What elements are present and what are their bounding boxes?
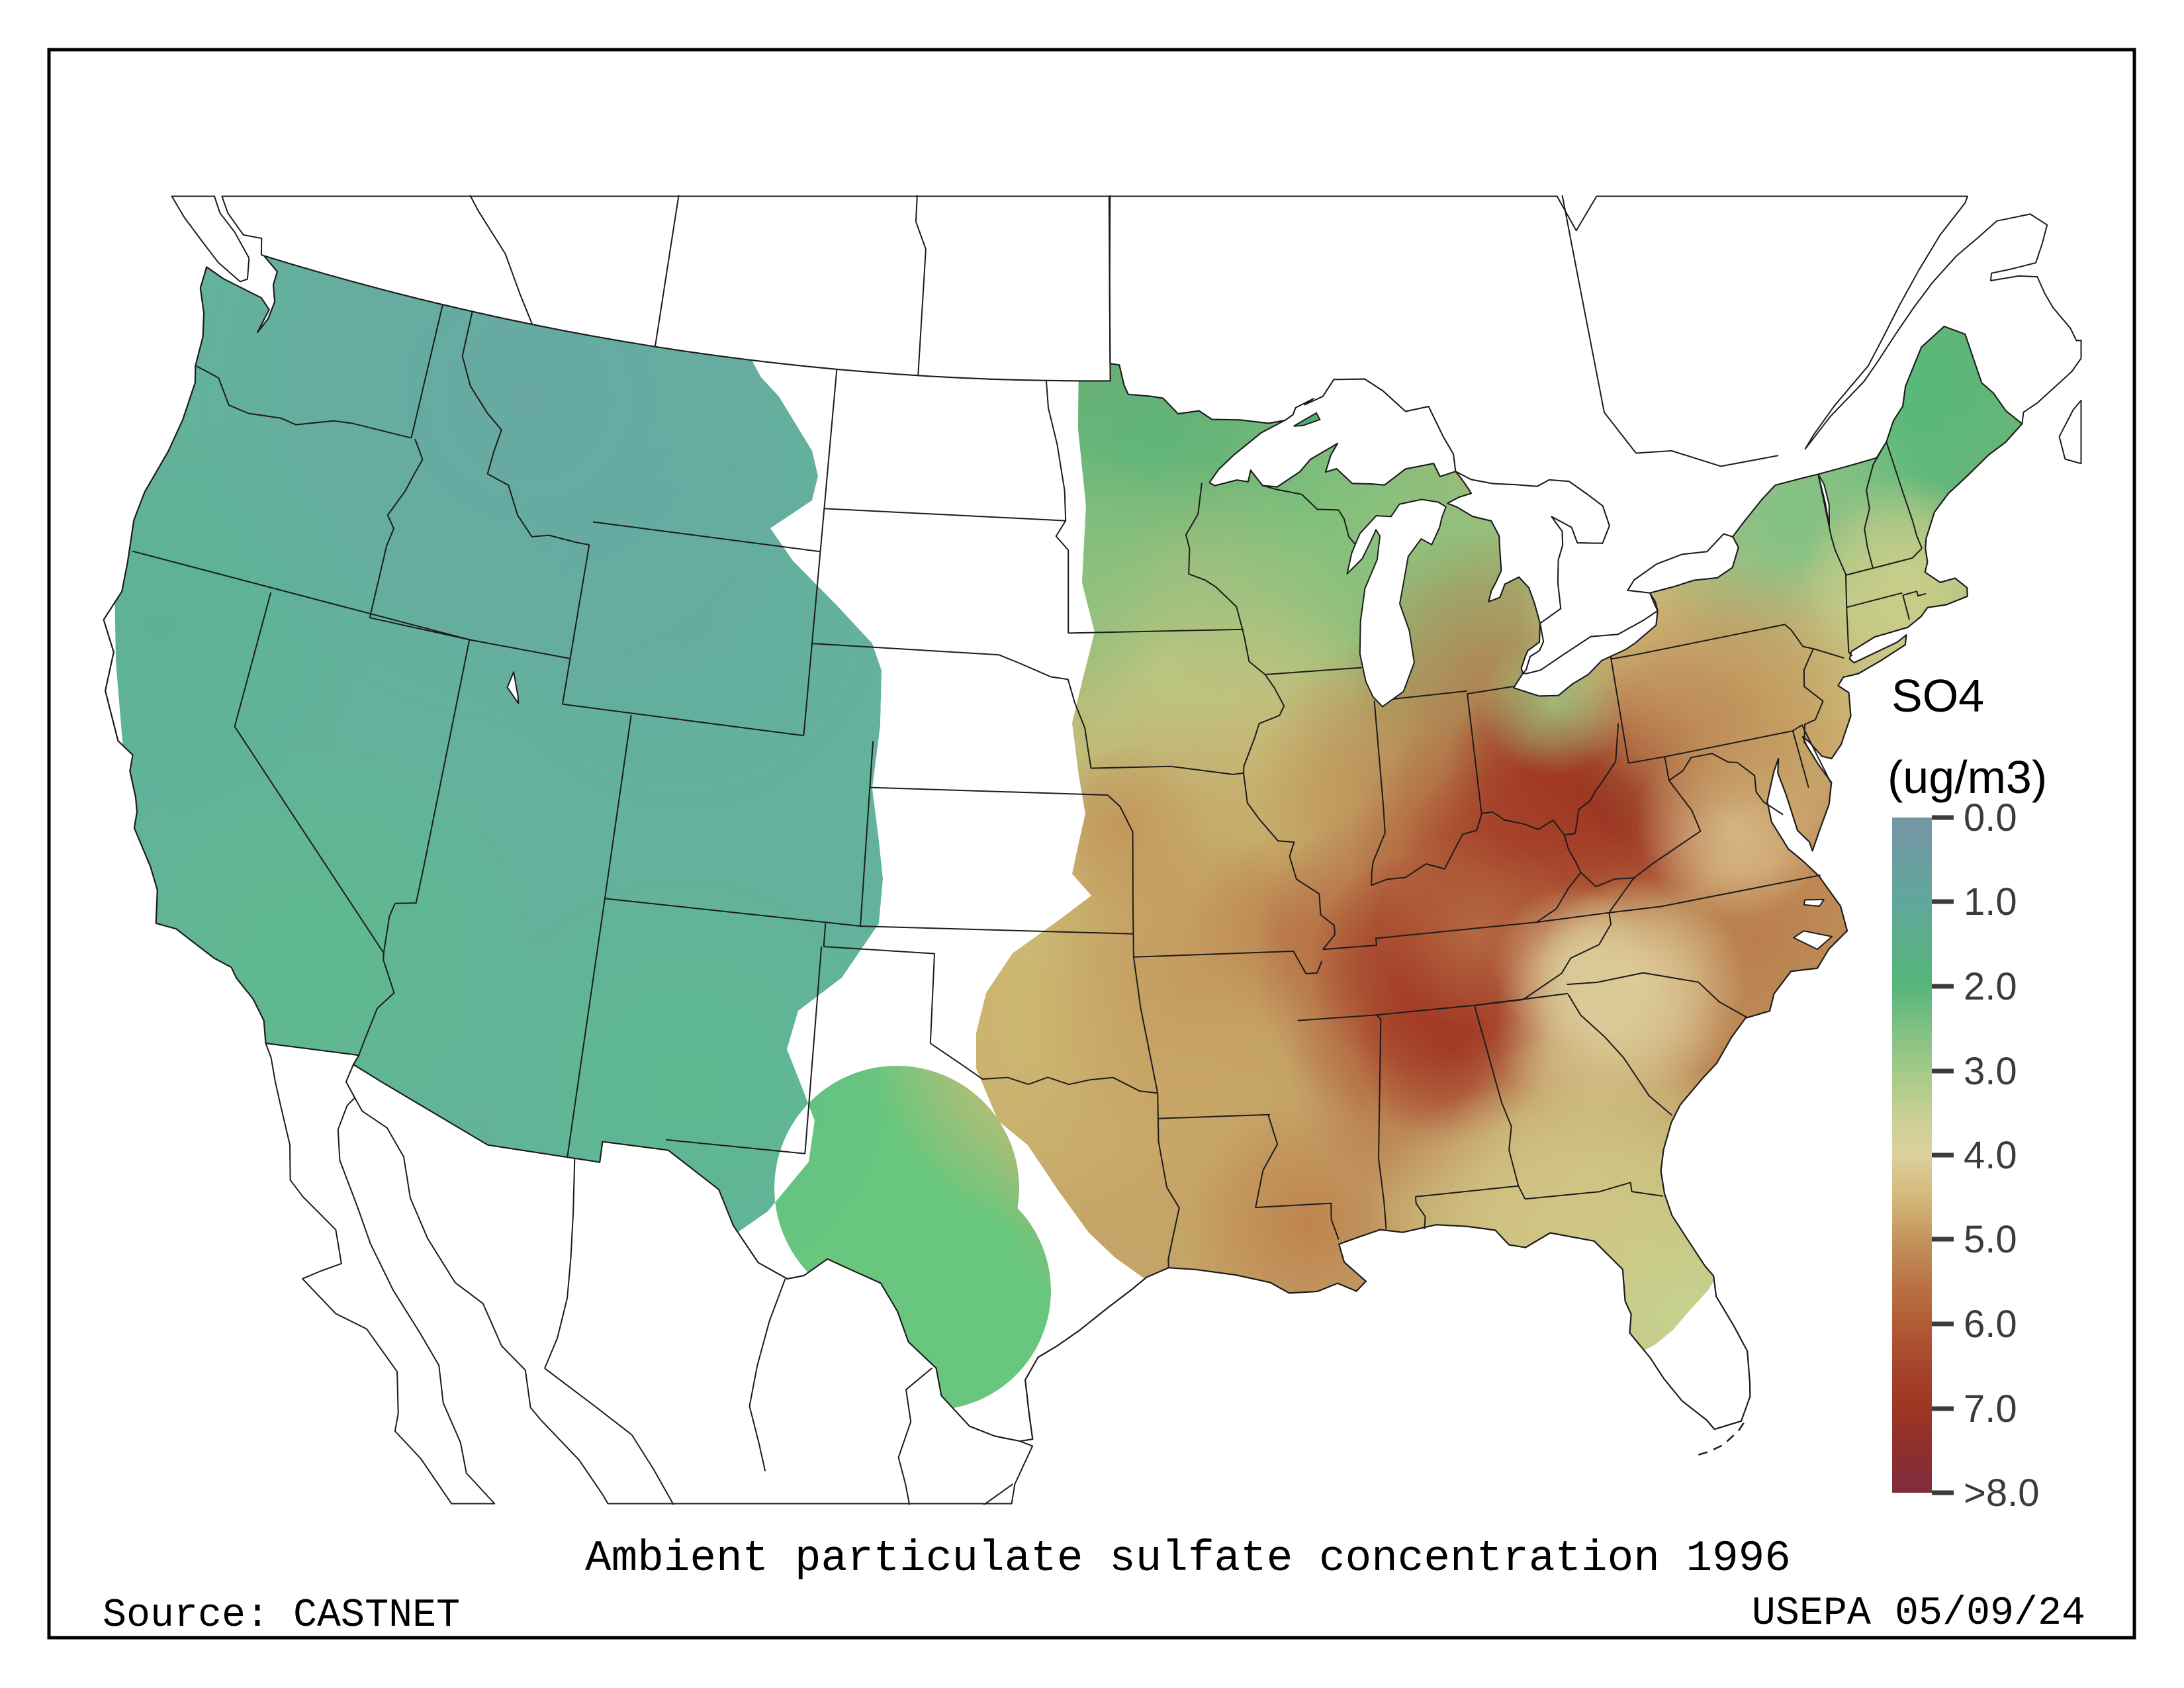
svg-text:>8.0: >8.0: [1964, 1472, 2040, 1515]
svg-text:6.0: 6.0: [1964, 1303, 2017, 1346]
svg-text:USEPA 05/09/24: USEPA 05/09/24: [1752, 1591, 2085, 1636]
svg-text:Source: CASTNET: Source: CASTNET: [103, 1593, 460, 1638]
svg-text:(ug/m3): (ug/m3): [1888, 751, 2047, 803]
svg-text:3.0: 3.0: [1964, 1050, 2017, 1093]
svg-text:Ambient particulate sulfate co: Ambient particulate sulfate concentratio…: [585, 1534, 1791, 1583]
svg-text:5.0: 5.0: [1964, 1218, 2017, 1261]
svg-text:0.0: 0.0: [1964, 796, 2017, 839]
svg-text:SO4: SO4: [1891, 670, 1984, 722]
svg-text:2.0: 2.0: [1964, 965, 2017, 1008]
svg-text:1.0: 1.0: [1964, 880, 2017, 923]
svg-text:4.0: 4.0: [1964, 1134, 2017, 1177]
svg-text:7.0: 7.0: [1964, 1387, 2017, 1430]
